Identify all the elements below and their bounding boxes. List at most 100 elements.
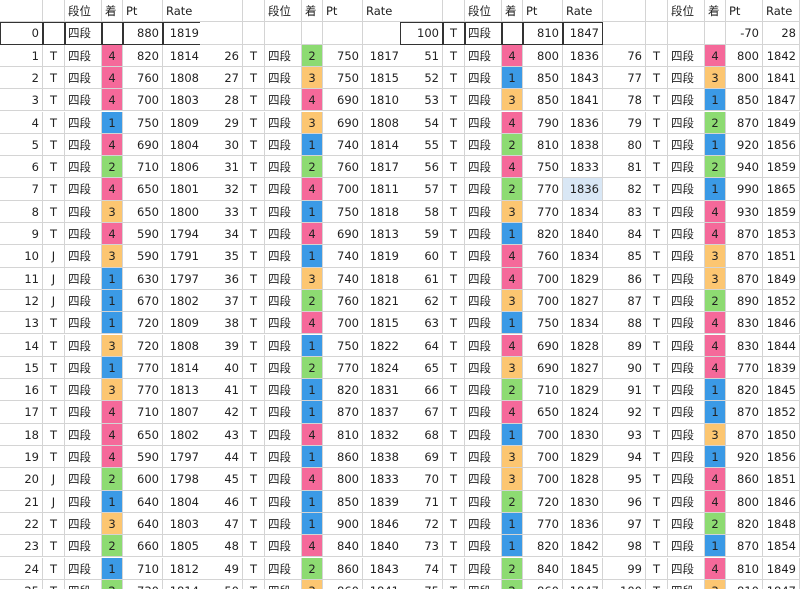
cell-rate[interactable]: 1824	[363, 356, 403, 380]
header-blank-2-0[interactable]	[200, 0, 243, 23]
cell-rank[interactable]: 1	[502, 535, 523, 558]
summary-pt-2[interactable]	[323, 22, 363, 45]
cell-dan[interactable]: 四段	[668, 535, 705, 558]
cell-pt[interactable]: 740	[323, 133, 363, 157]
cell-rank[interactable]: 4	[502, 156, 523, 179]
cell-rate[interactable]: 1817	[363, 156, 403, 179]
cell-dan[interactable]: 四段	[668, 334, 705, 357]
cell-rank[interactable]: 1	[302, 490, 323, 513]
cell-rank[interactable]: 1	[502, 423, 523, 446]
cell-dan[interactable]: 四段	[668, 579, 705, 589]
summary-dan-2[interactable]	[265, 22, 302, 45]
cell-rate[interactable]: 1808	[363, 111, 403, 134]
cell-player[interactable]: T	[443, 289, 465, 313]
cell-player[interactable]: T	[43, 312, 65, 335]
summary-idx-4[interactable]	[603, 22, 646, 45]
cell-idx[interactable]: 46	[200, 490, 243, 513]
cell-pt[interactable]: 770	[123, 356, 163, 380]
cell-rate[interactable]: 1812	[163, 557, 203, 580]
cell-rate[interactable]: 1833	[563, 156, 603, 179]
cell-player[interactable]: T	[243, 200, 265, 223]
cell-idx[interactable]: 51	[400, 44, 443, 67]
cell-rate[interactable]: 1815	[363, 312, 403, 335]
cell-pt[interactable]: 860	[323, 557, 363, 580]
cell-pt[interactable]: 830	[726, 334, 763, 357]
cell-idx[interactable]: 49	[200, 557, 243, 580]
cell-pt[interactable]: 650	[123, 423, 163, 446]
cell-pt[interactable]: 790	[523, 111, 563, 134]
cell-player[interactable]: J	[43, 490, 65, 513]
cell-player[interactable]: T	[243, 312, 265, 335]
cell-rate[interactable]: 1798	[163, 468, 203, 491]
cell-rank[interactable]: 4	[102, 89, 123, 112]
cell-idx[interactable]: 27	[200, 66, 243, 90]
cell-pt[interactable]: 860	[523, 579, 563, 589]
cell-pt[interactable]: 840	[523, 557, 563, 580]
cell-idx[interactable]: 63	[400, 312, 443, 335]
cell-idx[interactable]: 60	[400, 245, 443, 268]
cell-dan[interactable]: 四段	[465, 223, 502, 246]
cell-pt[interactable]: 760	[323, 156, 363, 179]
cell-pt[interactable]: 770	[523, 200, 563, 223]
cell-player[interactable]: T	[43, 66, 65, 90]
cell-pt[interactable]: 920	[726, 446, 763, 469]
cell-player[interactable]: T	[243, 579, 265, 589]
cell-pt[interactable]: 820	[726, 512, 763, 536]
cell-rate[interactable]: 1801	[163, 178, 203, 201]
cell-player[interactable]: T	[43, 379, 65, 402]
cell-rate[interactable]: 1833	[363, 468, 403, 491]
cell-pt[interactable]: 770	[523, 178, 563, 201]
cell-idx[interactable]: 16	[0, 379, 43, 402]
cell-rank[interactable]: 3	[102, 379, 123, 402]
cell-dan[interactable]: 四段	[668, 267, 705, 290]
cell-pt[interactable]: 640	[123, 512, 163, 536]
cell-rank[interactable]: 3	[502, 356, 523, 380]
cell-pt[interactable]: 870	[323, 401, 363, 424]
cell-rank[interactable]: 1	[705, 535, 726, 558]
cell-pt[interactable]: 600	[123, 468, 163, 491]
cell-rate[interactable]: 1802	[163, 289, 203, 313]
cell-dan[interactable]: 四段	[265, 379, 302, 402]
cell-pt[interactable]: 750	[323, 66, 363, 90]
cell-idx[interactable]: 66	[400, 379, 443, 402]
cell-dan[interactable]: 四段	[65, 468, 102, 491]
cell-rate[interactable]: 1840	[563, 223, 603, 246]
cell-rate[interactable]: 1846	[763, 312, 800, 335]
cell-rate[interactable]: 1848	[763, 512, 800, 536]
cell-dan[interactable]: 四段	[65, 111, 102, 134]
cell-rate[interactable]: 1859	[763, 156, 800, 179]
cell-rank[interactable]: 4	[502, 267, 523, 290]
cell-dan[interactable]: 四段	[465, 446, 502, 469]
cell-dan[interactable]: 四段	[265, 356, 302, 380]
cell-pt[interactable]: 810	[523, 133, 563, 157]
cell-rank[interactable]: 3	[502, 289, 523, 313]
cell-player[interactable]: T	[243, 468, 265, 491]
cell-dan[interactable]: 四段	[465, 245, 502, 268]
cell-dan[interactable]: 四段	[465, 535, 502, 558]
cell-pt[interactable]: 650	[523, 401, 563, 424]
cell-rank[interactable]: 1	[102, 111, 123, 134]
cell-rate[interactable]: 1831	[363, 379, 403, 402]
cell-dan[interactable]: 四段	[465, 66, 502, 90]
cell-player[interactable]: T	[443, 66, 465, 90]
cell-rate[interactable]: 1813	[163, 379, 203, 402]
cell-dan[interactable]: 四段	[265, 423, 302, 446]
cell-idx[interactable]: 53	[400, 89, 443, 112]
cell-player[interactable]: T	[43, 111, 65, 134]
summary-rank-3[interactable]	[502, 22, 523, 45]
cell-rank[interactable]: 3	[102, 245, 123, 268]
cell-rate[interactable]: 1836	[563, 512, 603, 536]
cell-dan[interactable]: 四段	[265, 446, 302, 469]
cell-idx[interactable]: 83	[603, 200, 646, 223]
cell-player[interactable]: T	[43, 178, 65, 201]
cell-dan[interactable]: 四段	[265, 133, 302, 157]
summary-idx-2[interactable]	[200, 22, 243, 45]
cell-idx[interactable]: 70	[400, 468, 443, 491]
cell-dan[interactable]: 四段	[65, 446, 102, 469]
cell-pt[interactable]: 800	[726, 44, 763, 67]
cell-rank[interactable]: 2	[705, 111, 726, 134]
cell-pt[interactable]: 930	[726, 200, 763, 223]
cell-rank[interactable]: 1	[102, 312, 123, 335]
cell-idx[interactable]: 42	[200, 401, 243, 424]
cell-player[interactable]: T	[243, 44, 265, 67]
